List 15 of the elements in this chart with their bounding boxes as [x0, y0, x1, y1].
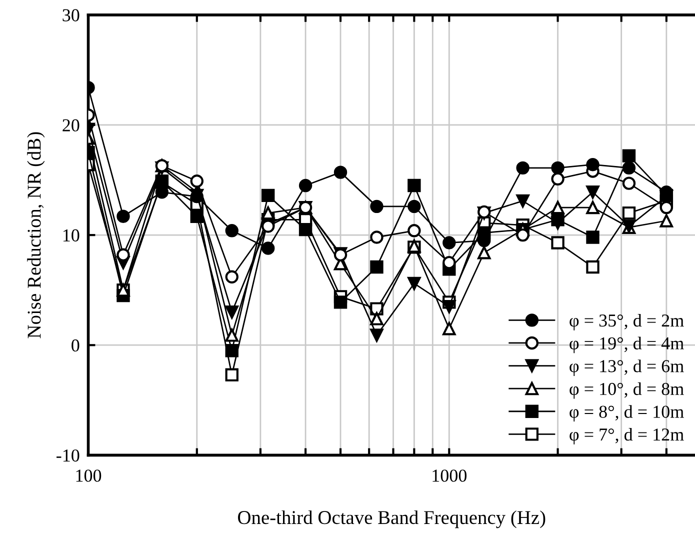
- x-tick-label: 100: [76, 470, 102, 482]
- x-axis-title: One-third Octave Band Frequency (Hz): [238, 510, 546, 528]
- y-tick-label: 10: [63, 229, 80, 242]
- y-tick-label: 30: [62, 9, 80, 22]
- legend-label: φ = 19°, d = 4m: [570, 336, 684, 354]
- y-axis-title: Noise Reduction, NR (dB): [27, 132, 45, 338]
- legend-label: φ = 10°, d = 8m: [570, 382, 684, 399]
- legend-label: φ = 7°, d = 12m: [570, 428, 684, 444]
- y-tick-label: 0: [72, 339, 80, 352]
- legend-label: φ = 35°, d = 2m: [570, 314, 684, 330]
- legend-label: φ = 13°, d = 6m: [570, 360, 684, 376]
- legend-label: φ = 8°, d = 10m: [570, 405, 684, 422]
- x-tick-label: 1000: [432, 470, 467, 482]
- y-tick-label: -10: [56, 449, 80, 462]
- y-tick-label: 20: [62, 119, 80, 132]
